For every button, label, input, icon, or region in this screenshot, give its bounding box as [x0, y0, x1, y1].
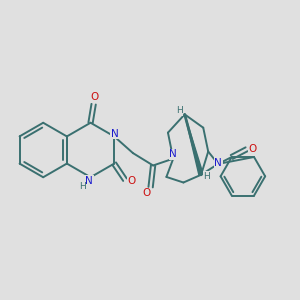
- Text: H: H: [176, 106, 182, 115]
- Text: N: N: [169, 149, 177, 159]
- Text: N: N: [214, 158, 222, 168]
- Text: N: N: [111, 129, 118, 139]
- Polygon shape: [185, 114, 203, 175]
- Text: O: O: [143, 188, 151, 198]
- Text: H: H: [79, 182, 86, 191]
- Text: O: O: [90, 92, 98, 102]
- Text: H: H: [203, 172, 210, 181]
- Text: N: N: [85, 176, 93, 186]
- Text: O: O: [127, 176, 135, 186]
- Text: O: O: [249, 144, 257, 154]
